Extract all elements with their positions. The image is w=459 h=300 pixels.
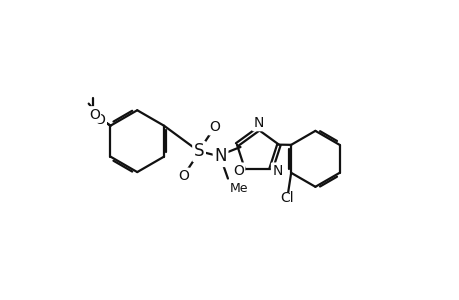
- Text: O: O: [95, 113, 106, 127]
- Text: O: O: [89, 107, 100, 122]
- Text: O: O: [233, 164, 243, 178]
- Text: N: N: [214, 148, 226, 166]
- Text: N: N: [253, 116, 263, 130]
- Text: O: O: [209, 120, 220, 134]
- Text: Me: Me: [229, 182, 247, 194]
- Text: N: N: [272, 164, 282, 178]
- Text: S: S: [193, 142, 204, 160]
- Text: Cl: Cl: [280, 191, 293, 206]
- Text: O: O: [178, 169, 189, 183]
